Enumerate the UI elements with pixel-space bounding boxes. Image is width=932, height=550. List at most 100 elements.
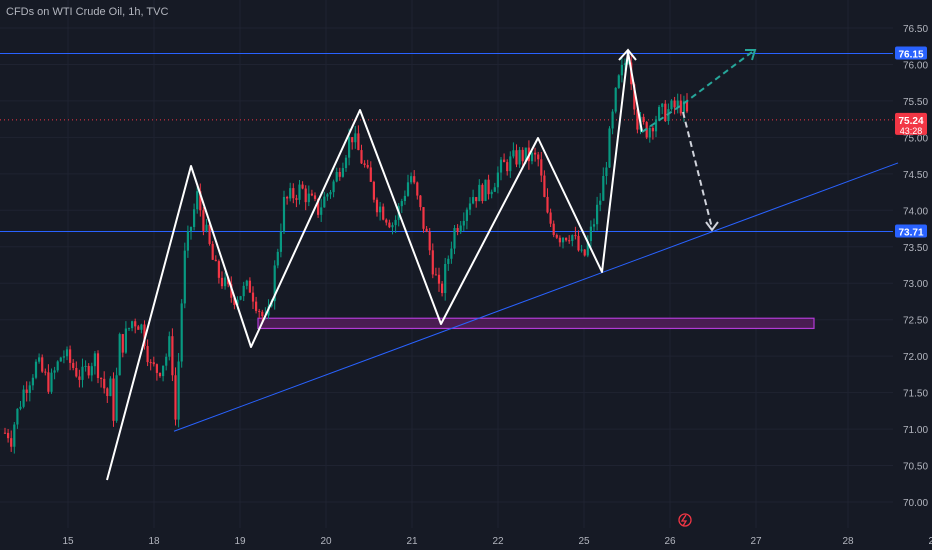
candle-body bbox=[369, 167, 372, 182]
y-tick-label: 74.50 bbox=[903, 170, 928, 181]
candle-body bbox=[320, 207, 323, 215]
candle-body bbox=[636, 109, 639, 130]
candle-body bbox=[620, 65, 623, 76]
candle-body bbox=[456, 228, 459, 232]
candle-body bbox=[487, 179, 490, 195]
candle-body bbox=[518, 149, 521, 165]
candle-body bbox=[351, 137, 354, 143]
candle-body bbox=[664, 103, 667, 121]
candle-body bbox=[623, 63, 627, 66]
candle-body bbox=[326, 194, 329, 197]
candle-body bbox=[134, 321, 137, 327]
candle-body bbox=[313, 195, 317, 199]
x-tick-label: 27 bbox=[750, 536, 762, 547]
candle-body bbox=[199, 191, 202, 211]
candle-body bbox=[251, 292, 255, 302]
candle-body bbox=[230, 284, 233, 298]
candle-body bbox=[596, 204, 599, 225]
candle-body bbox=[180, 303, 183, 362]
candle-body bbox=[360, 150, 363, 164]
candle-body bbox=[363, 163, 366, 166]
zigzag-pattern bbox=[106, 51, 643, 481]
y-tick-label: 75.50 bbox=[903, 97, 928, 108]
candle-body bbox=[422, 207, 425, 229]
candle-body bbox=[555, 234, 558, 238]
resistance-price-tag: 76.15 bbox=[898, 50, 923, 61]
candle-body bbox=[462, 220, 465, 226]
y-tick-label: 72.00 bbox=[903, 352, 928, 363]
candle-body bbox=[317, 198, 320, 215]
current-price-tag-bg bbox=[895, 112, 927, 135]
candle-body bbox=[568, 240, 571, 242]
support-price-tag-bg bbox=[895, 224, 927, 238]
candle-body bbox=[583, 249, 586, 256]
candle-body bbox=[224, 277, 227, 287]
candle-body bbox=[211, 243, 214, 260]
y-tick-label: 71.50 bbox=[903, 389, 928, 400]
candle-body bbox=[196, 191, 199, 210]
candle-body bbox=[65, 349, 69, 357]
candle-body bbox=[56, 361, 59, 371]
candle-body bbox=[537, 154, 540, 160]
candle-body bbox=[295, 198, 298, 200]
candle-body bbox=[258, 310, 261, 312]
candle-body bbox=[304, 188, 307, 203]
candle-body bbox=[155, 364, 158, 373]
candle-body bbox=[298, 184, 301, 200]
y-tick-label: 72.50 bbox=[903, 316, 928, 327]
candle-body bbox=[75, 367, 78, 377]
ascending-trendline bbox=[173, 162, 899, 432]
candle-body bbox=[611, 111, 614, 129]
x-tick-label: 29 bbox=[928, 536, 932, 547]
candle-body bbox=[558, 237, 561, 243]
candle-body bbox=[106, 388, 109, 397]
candle-body bbox=[341, 168, 344, 177]
candle-body bbox=[10, 438, 13, 447]
candle-body bbox=[605, 167, 608, 176]
x-tick-label: 25 bbox=[578, 536, 590, 547]
candle-body bbox=[152, 362, 155, 365]
candle-body bbox=[7, 432, 10, 439]
candle-body bbox=[543, 175, 546, 197]
candle-body bbox=[239, 296, 242, 300]
candle-body bbox=[137, 326, 140, 330]
candle-body bbox=[96, 353, 100, 379]
candle-body bbox=[177, 361, 180, 420]
candle-body bbox=[627, 62, 630, 64]
lightning-icon bbox=[678, 513, 692, 527]
candle-body bbox=[127, 328, 131, 330]
candle-body bbox=[301, 184, 304, 189]
candle-body bbox=[189, 226, 193, 232]
y-tick-label: 75.00 bbox=[903, 133, 928, 144]
candle-body bbox=[3, 432, 7, 434]
lightning-icon-bolt bbox=[680, 514, 688, 527]
candle-body bbox=[242, 285, 245, 297]
candle-body bbox=[202, 210, 205, 232]
candle-body bbox=[165, 356, 168, 366]
candle-body bbox=[50, 372, 53, 392]
x-tick-label: 18 bbox=[148, 536, 160, 547]
candle-body bbox=[47, 372, 50, 392]
candle-body bbox=[335, 172, 338, 182]
resistance-price-tag-bg bbox=[895, 46, 927, 60]
candle-body bbox=[186, 231, 189, 251]
candle-body bbox=[506, 162, 509, 172]
candle-body bbox=[112, 378, 115, 421]
candle-body bbox=[261, 311, 264, 317]
candle-body bbox=[34, 361, 38, 378]
candle-body bbox=[149, 362, 152, 364]
candle-body bbox=[214, 259, 217, 262]
candle-body bbox=[25, 389, 28, 394]
candle-body bbox=[162, 365, 165, 377]
candle-body bbox=[344, 157, 348, 169]
candle-body bbox=[78, 376, 81, 380]
candle-body bbox=[282, 196, 286, 232]
candle-body bbox=[69, 349, 72, 363]
candle-body bbox=[84, 365, 87, 367]
candle-body bbox=[465, 209, 468, 221]
candle-body bbox=[549, 212, 552, 224]
candle-body bbox=[93, 353, 96, 367]
candle-body bbox=[509, 156, 512, 172]
